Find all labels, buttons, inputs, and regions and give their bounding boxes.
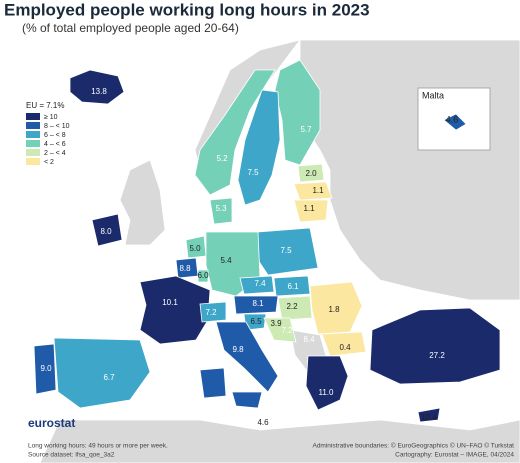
country-value: 6.0	[197, 271, 209, 280]
country-value: 10.1	[162, 298, 178, 307]
country-value: 2.2	[286, 302, 298, 311]
eu-countries	[33, 59, 501, 423]
legend-swatch	[26, 140, 40, 147]
country-value: 2.0	[305, 169, 317, 178]
country-value: 8.4	[303, 335, 315, 344]
country-value: 6.5	[250, 317, 262, 326]
value-labels: 13.8 5.7 5.2 7.5 2.0 1.1 1.1 5.3 8.0 5.0 7.5 5.4 8.8…	[40, 87, 445, 427]
country-value: 1.1	[312, 186, 324, 195]
country-value: 0.4	[339, 343, 351, 352]
country-value: 7.2	[281, 326, 293, 335]
country-value: 9.8	[232, 345, 244, 354]
country-value: 8.8	[179, 264, 191, 273]
country-value: 5.4	[220, 256, 232, 265]
legend-swatch	[26, 131, 40, 138]
country-value: 6.7	[103, 373, 115, 382]
country-value: 4.6	[257, 418, 269, 427]
country-value: 3.9	[270, 319, 282, 328]
legend-swatch	[26, 158, 40, 165]
country-value: 5.7	[300, 125, 312, 134]
legend-label: < 2	[44, 159, 54, 166]
country-value: 27.2	[429, 351, 445, 360]
country-value: 7.5	[247, 168, 259, 177]
country-value: 11.0	[319, 388, 335, 397]
country-value: 6.1	[287, 282, 299, 291]
country-value: 5.2	[216, 154, 228, 163]
country-value: 7.4	[254, 279, 266, 288]
footer-cartography: Cartography: Eurostat – IMAGE, 04/2024	[395, 452, 514, 459]
country-value: 13.8	[91, 87, 107, 96]
legend-title: EU = 7.1%	[26, 101, 64, 110]
legend-label: ≥ 10	[44, 114, 58, 121]
title: Employed people working long hours in 20…	[4, 0, 370, 19]
legend-swatch	[26, 113, 40, 120]
legend-swatch	[26, 149, 40, 156]
subtitle: (% of total employed people aged 20-64)	[22, 21, 239, 35]
country-value: 8.1	[252, 299, 264, 308]
brand: eurostat	[28, 416, 75, 430]
malta-shape	[443, 113, 467, 131]
footer-source: Source dataset: lfsa_qoe_3a2	[28, 452, 115, 459]
malta-inset: Malta 4.6	[417, 87, 491, 151]
footer-note: Long working hours: 49 hours or more per…	[28, 443, 168, 450]
country-value: 1.8	[328, 305, 340, 314]
legend-swatch	[26, 122, 40, 129]
legend: EU = 7.1% ≥ 10 8 – < 10 6 – < 8 4 – < 6 2 – …	[26, 101, 70, 166]
country-value: 7.2	[205, 308, 217, 317]
legend-label: 4 – < 6	[44, 141, 66, 148]
legend-label: 8 – < 10	[44, 123, 70, 130]
country-value: 8.0	[100, 227, 112, 236]
country-value: 5.0	[189, 244, 201, 253]
country-value: 5.3	[215, 204, 227, 213]
inset-label: 4.6	[446, 114, 459, 124]
country-value: 7.5	[280, 246, 292, 255]
footer: eurostat Long working hours: 49 hours or…	[28, 416, 514, 459]
country-value: 9.0	[40, 364, 52, 373]
country-value: 1.1	[303, 204, 315, 213]
footer-boundaries: Administrative boundaries: © EuroGeograp…	[312, 442, 514, 450]
legend-label: 2 – < 4	[44, 150, 66, 157]
legend-label: 6 – < 8	[44, 132, 66, 139]
country-value: 10.4	[421, 413, 437, 422]
inset-title: Malta	[422, 90, 444, 100]
